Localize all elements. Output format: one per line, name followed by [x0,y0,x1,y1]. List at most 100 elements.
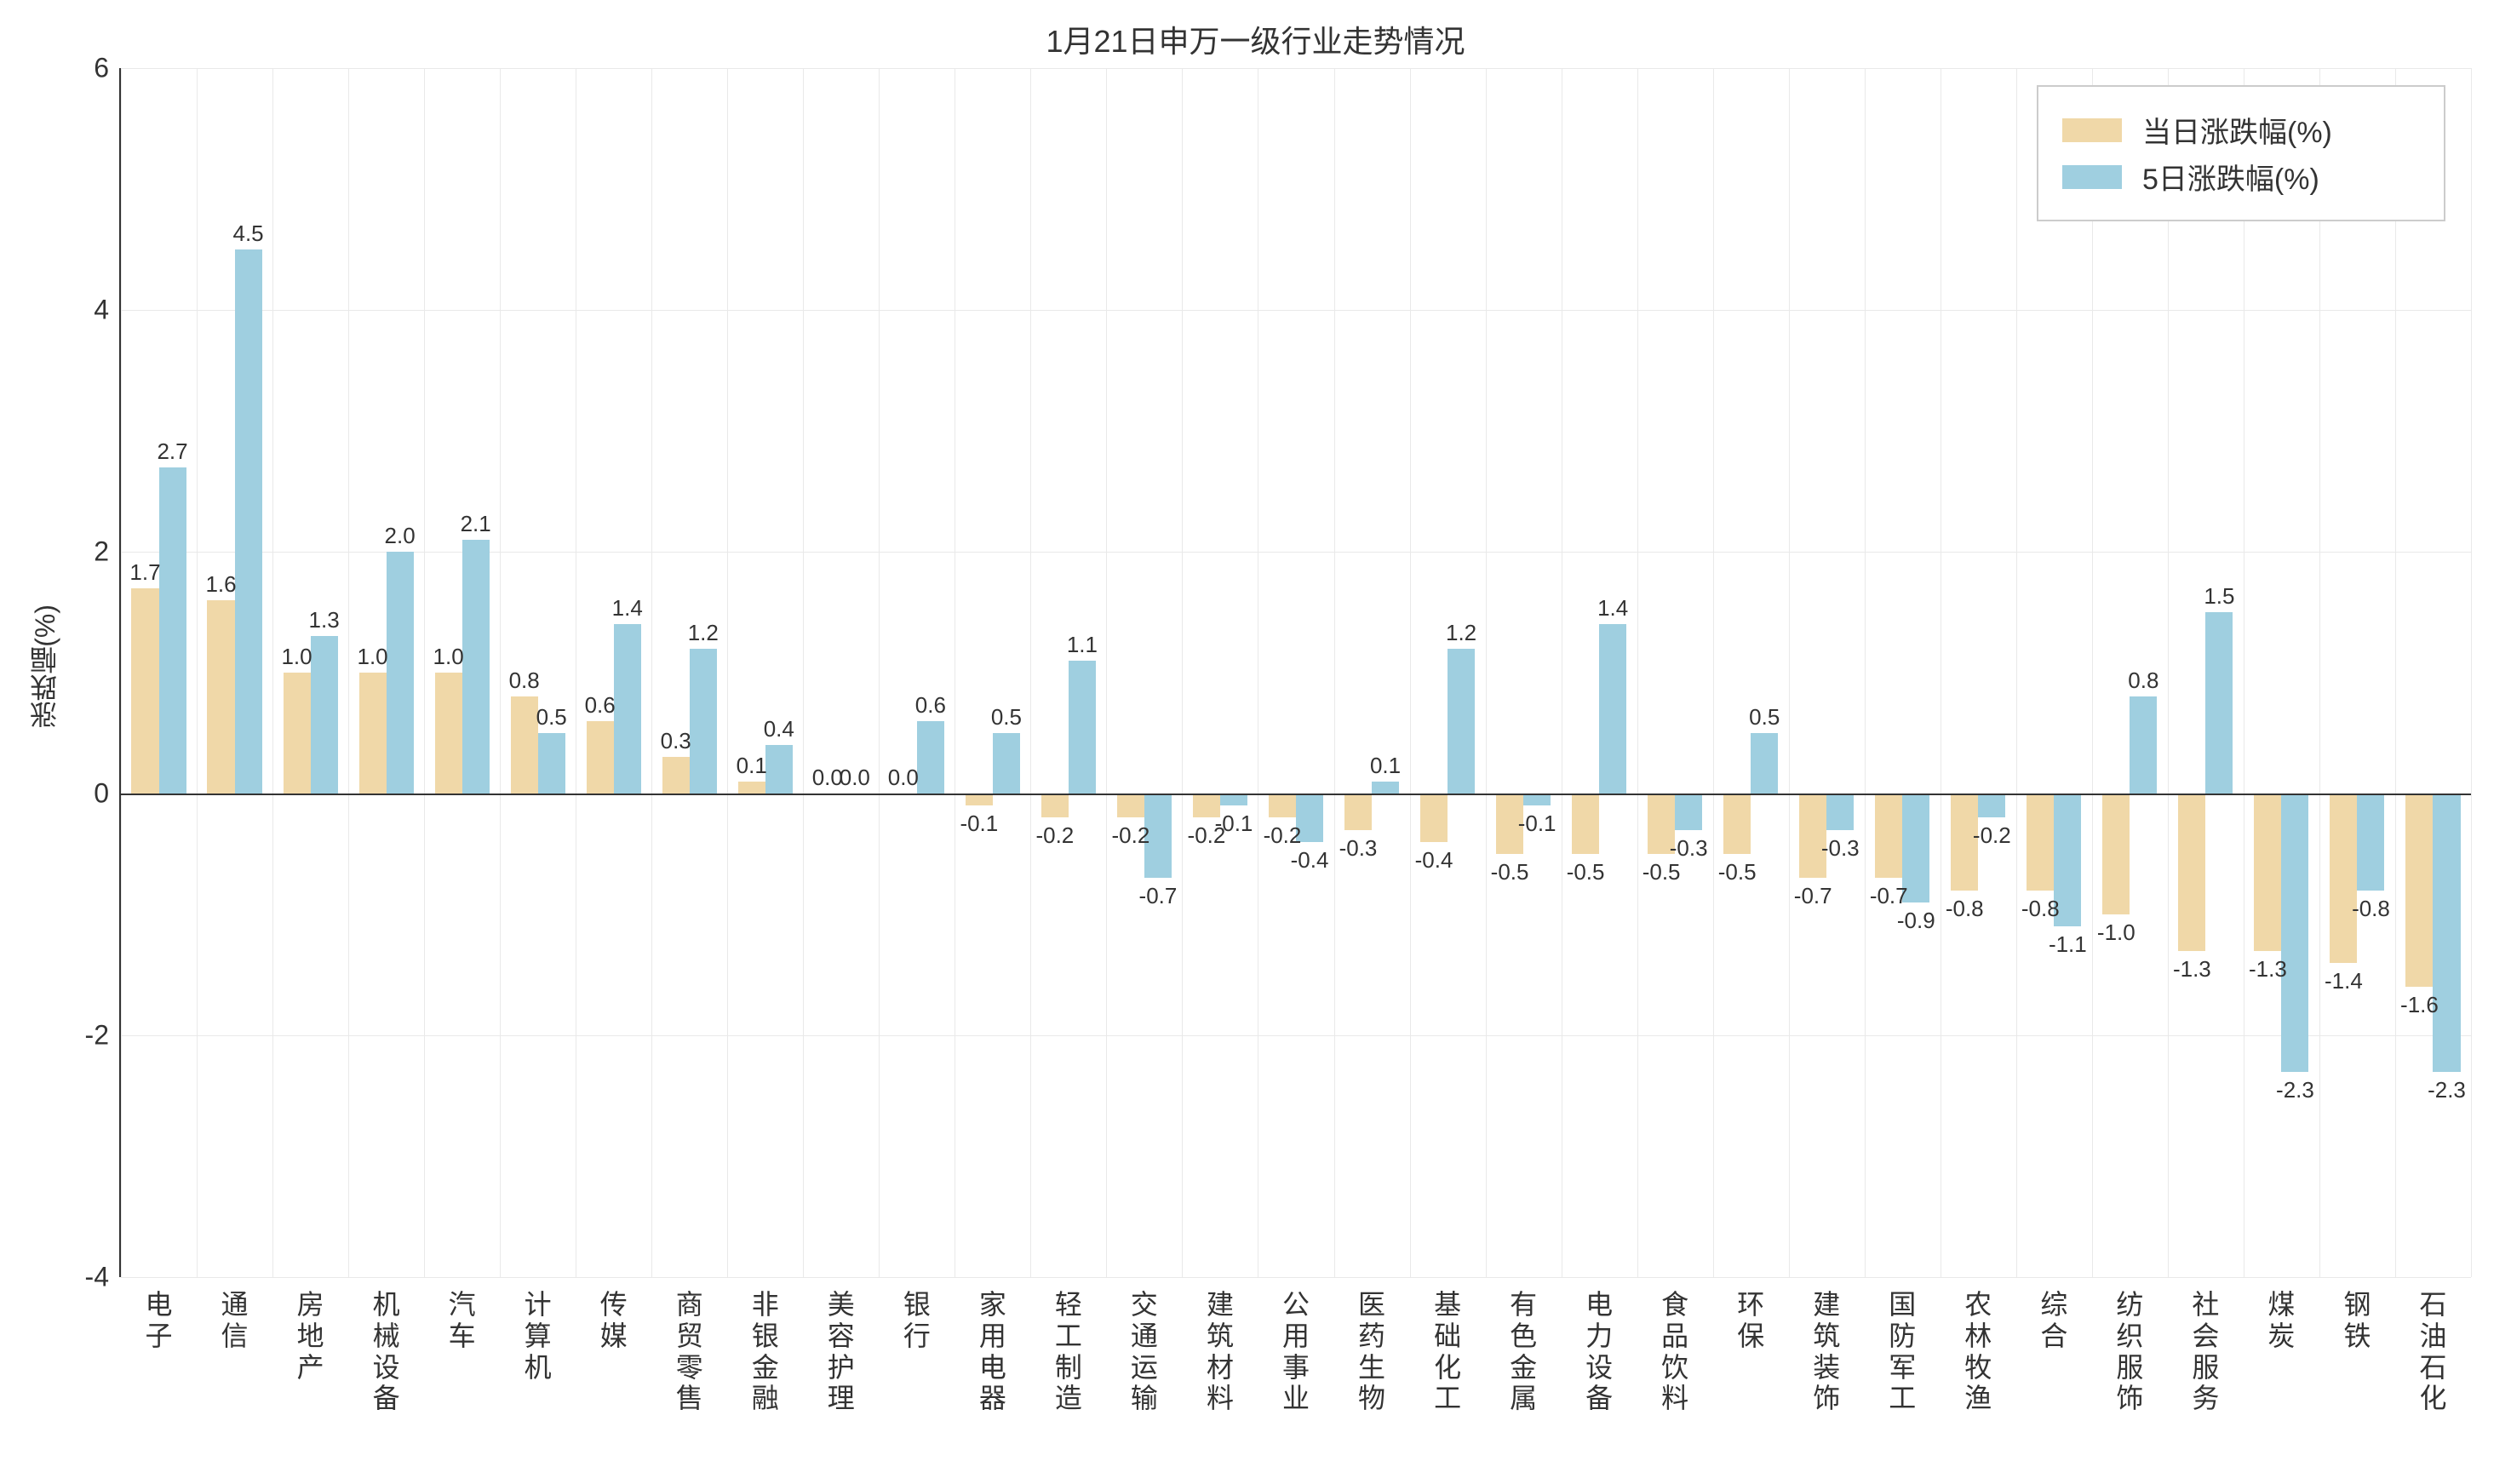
xtick-label: 社 会 服 务 [2192,1289,2219,1414]
bar-value-label: 0.8 [2118,668,2169,694]
xtick-label: 电 力 设 备 [1585,1289,1613,1414]
bar [1269,794,1296,817]
bar [1344,794,1372,830]
bar-value-label: -0.2 [1029,822,1081,849]
xtick-label: 纺 织 服 饰 [2116,1289,2143,1414]
legend-label: 当日涨跌幅(%) [2142,109,2332,151]
xtick-label: 建 筑 材 料 [1207,1289,1234,1414]
vgrid-line [803,68,804,1277]
bar-value-label: -0.2 [1966,822,2017,849]
bar-value-label: -0.4 [1408,847,1459,874]
bar [1826,794,1854,830]
legend-item: 当日涨跌幅(%) [2062,109,2420,151]
ytick-label: -4 [85,1262,109,1293]
bar-value-label: 1.4 [602,595,653,622]
bar-value-label: 1.0 [272,644,323,670]
bar [538,733,565,794]
xtick-label: 建 筑 装 饰 [1813,1289,1840,1414]
vgrid-line [1182,68,1183,1277]
bar-value-label: 0.3 [651,728,702,754]
bar [2405,794,2433,987]
bar-value-label: 0.6 [575,692,626,719]
xtick-label: 房 地 产 [297,1289,324,1383]
bar-value-label: -0.5 [1711,859,1763,885]
bar [1372,782,1399,794]
bar [662,757,690,794]
bar-value-label: 2.7 [147,438,198,465]
bar [2027,794,2054,891]
bar [587,721,614,794]
bar-value-label: -0.1 [1208,811,1259,837]
bar-value-label: -2.3 [2269,1077,2320,1103]
bar [159,467,186,794]
bar [435,673,462,794]
bar-value-label: -0.7 [1132,883,1184,909]
bar-value-label: -0.1 [1511,811,1562,837]
xtick-label: 银 行 [903,1289,931,1352]
vgrid-line [1789,68,1790,1277]
bar-value-label: -0.5 [1560,859,1611,885]
bar-value-label: 0.5 [1739,704,1790,731]
bar [2433,794,2460,1072]
bar [207,600,234,794]
bar-value-label: -0.2 [1105,822,1156,849]
hgrid-line [121,310,2471,311]
bar [2281,794,2308,1072]
bar [1448,649,1475,794]
bar [1117,794,1144,817]
bar-value-label: -1.3 [2242,956,2293,983]
vgrid-line [1865,68,1866,1277]
bar [1978,794,2005,817]
legend-label: 5日涨跌幅(%) [2142,156,2319,198]
xtick-label: 电 子 [146,1289,173,1352]
bar [1599,624,1626,794]
vgrid-line [2016,68,2017,1277]
bar-value-label: -1.3 [2166,956,2217,983]
bar-value-label: -0.4 [1284,847,1335,874]
ytick-label: 6 [94,53,109,84]
xtick-label: 钢 铁 [2343,1289,2371,1352]
bar-value-label: -0.5 [1636,859,1687,885]
bar [359,673,387,794]
vgrid-line [879,68,880,1277]
bar-value-label: -1.6 [2393,992,2445,1018]
bar-value-label: -0.3 [1814,835,1866,862]
bar-value-label: -0.2 [1257,822,1308,849]
bar [1751,733,1778,794]
bar-value-label: 0.8 [499,668,550,694]
xtick-label: 食 品 饮 料 [1661,1289,1688,1414]
vgrid-line [272,68,273,1277]
xtick-label: 传 媒 [600,1289,628,1352]
bar [1723,794,1751,854]
vgrid-line [1410,68,1411,1277]
vgrid-line [2395,68,2396,1277]
chart-container: 1月21日申万一级行业走势情况 涨跌幅(%) 当日涨跌幅(%)5日涨跌幅(%) … [0,0,2511,1484]
bar-value-label: 0.0 [829,765,880,791]
bar [1220,794,1247,805]
xtick-label: 基 础 化 工 [1434,1289,1461,1414]
xtick-label: 公 用 事 业 [1282,1289,1310,1414]
bar-value-label: -0.8 [2345,896,2396,922]
bar [284,673,311,794]
chart-title: 1月21日申万一级行业走势情况 [0,17,2511,61]
vgrid-line [1106,68,1107,1277]
bar-value-label: -1.0 [2090,920,2141,946]
bar [2330,794,2357,963]
vgrid-line [1637,68,1638,1277]
vgrid-line [1713,68,1714,1277]
bar [738,782,765,794]
bar-value-label: 1.2 [678,620,729,646]
bar-value-label: -0.8 [2015,896,2066,922]
bar-value-label: 1.6 [196,571,247,598]
bar-value-label: 0.4 [754,716,805,742]
bar-value-label: -1.4 [2318,968,2369,994]
xtick-label: 美 容 护 理 [828,1289,855,1414]
hgrid-line [121,1277,2471,1278]
bar [131,588,158,794]
legend-item: 5日涨跌幅(%) [2062,156,2420,198]
bar-value-label: 0.6 [905,692,956,719]
plot-area: 当日涨跌幅(%)5日涨跌幅(%) -4-202461.72.7电 子1.64.5… [119,68,2471,1277]
bar-value-label: -0.1 [954,811,1005,837]
bar [2178,794,2205,951]
vgrid-line [1486,68,1487,1277]
